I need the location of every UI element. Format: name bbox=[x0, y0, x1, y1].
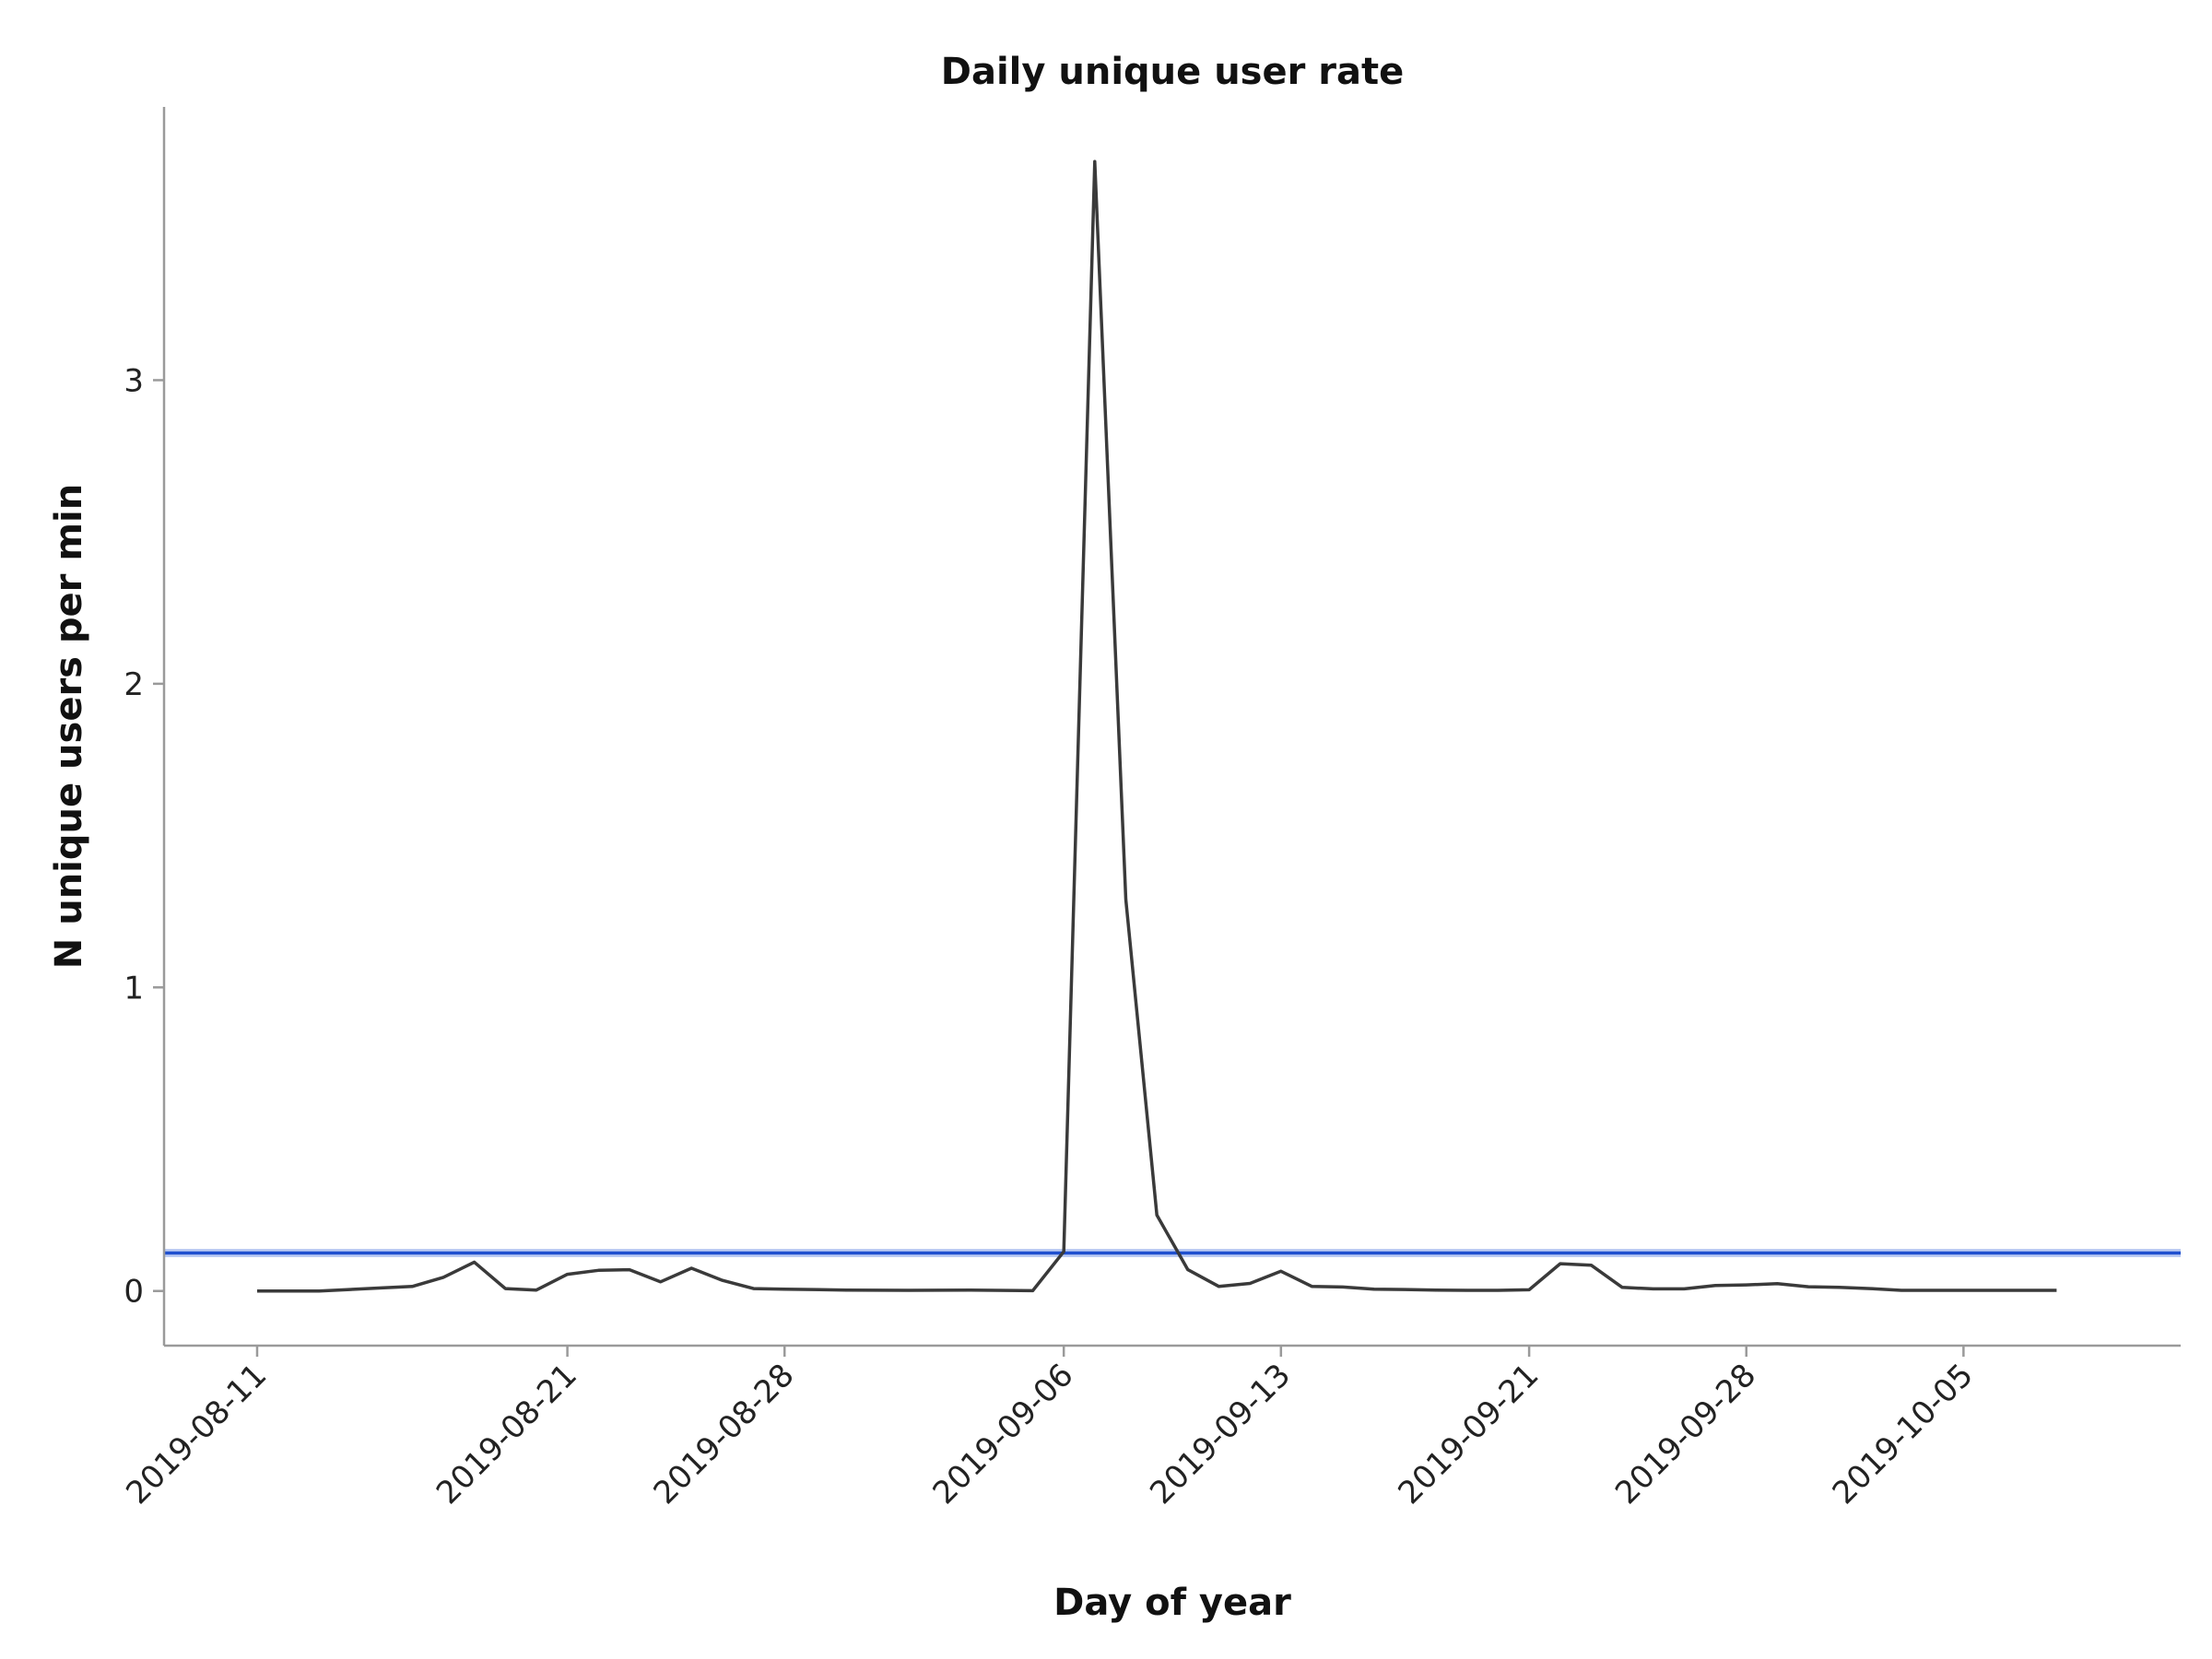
x-tick-label: 2019-09-06 bbox=[926, 1357, 1081, 1512]
x-tick-label: 2019-09-28 bbox=[1608, 1357, 1763, 1512]
y-tick-label: 2 bbox=[124, 666, 144, 703]
y-tick-label: 3 bbox=[124, 362, 144, 399]
x-tick-label: 2019-10-05 bbox=[1826, 1357, 1981, 1512]
y-tick-label: 1 bbox=[124, 970, 144, 1006]
x-tick-label: 2019-09-13 bbox=[1143, 1357, 1298, 1512]
x-tick-label: 2019-08-11 bbox=[119, 1357, 274, 1512]
x-tick-label: 2019-08-21 bbox=[429, 1357, 584, 1512]
x-tick-label: 2019-09-21 bbox=[1391, 1357, 1546, 1512]
x-axis-ticks: 2019-08-11 2019-08-21 2019-08-28 2019-09-06… bbox=[119, 1346, 1981, 1512]
x-tick-label: 2019-08-28 bbox=[647, 1357, 802, 1512]
chart-title: Daily unique user rate bbox=[941, 51, 1404, 93]
y-axis-ticks: 0 1 2 3 bbox=[124, 362, 164, 1311]
x-axis-title: Day of year bbox=[1053, 1582, 1291, 1624]
series-line bbox=[257, 159, 2057, 1293]
plot-area bbox=[164, 159, 2181, 1293]
y-axis-title: N unique users per min bbox=[48, 484, 90, 969]
y-tick-label: 0 bbox=[124, 1274, 144, 1311]
